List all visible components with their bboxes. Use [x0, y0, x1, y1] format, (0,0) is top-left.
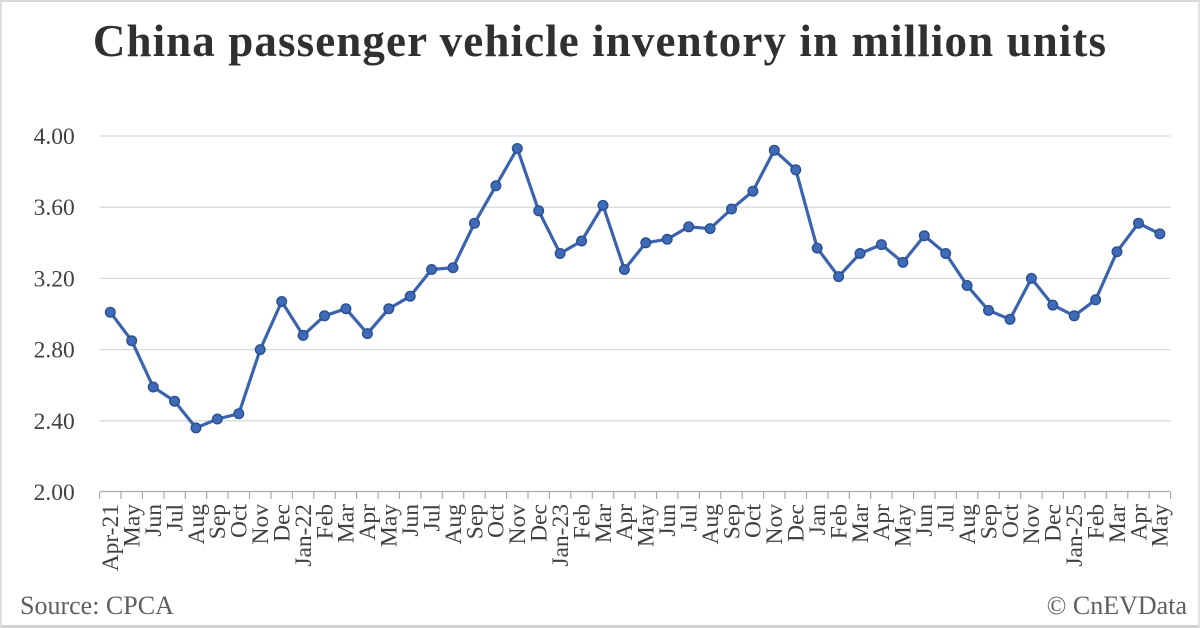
svg-text:Oct: Oct: [998, 504, 1024, 538]
svg-text:Jul: Jul: [677, 504, 703, 532]
svg-text:Oct: Oct: [484, 504, 510, 538]
svg-text:Mar: Mar: [591, 504, 617, 543]
svg-text:Feb: Feb: [826, 504, 852, 539]
svg-text:Jul: Jul: [162, 504, 188, 532]
svg-text:May: May: [377, 504, 403, 547]
svg-text:2.40: 2.40: [34, 409, 75, 435]
svg-text:Jul: Jul: [934, 504, 960, 532]
svg-text:2.00: 2.00: [34, 480, 75, 506]
svg-text:Sep: Sep: [462, 504, 488, 539]
svg-text:Nov: Nov: [248, 504, 274, 545]
svg-text:Sep: Sep: [205, 504, 231, 539]
svg-text:Nov: Nov: [505, 504, 531, 545]
svg-text:Jul: Jul: [419, 504, 445, 532]
svg-text:3.20: 3.20: [34, 266, 75, 292]
svg-text:Jan-25: Jan-25: [1062, 504, 1088, 567]
svg-text:May: May: [120, 504, 146, 547]
svg-text:May: May: [891, 504, 917, 547]
svg-text:Mar: Mar: [334, 504, 360, 543]
svg-text:May: May: [1148, 504, 1174, 547]
svg-text:3.60: 3.60: [34, 195, 75, 221]
svg-text:Oct: Oct: [227, 504, 253, 538]
svg-text:Dec: Dec: [527, 504, 553, 542]
svg-text:Jun: Jun: [655, 504, 681, 537]
svg-text:Nov: Nov: [1019, 504, 1045, 545]
svg-text:Jan-23: Jan-23: [548, 504, 574, 567]
svg-text:Aug: Aug: [698, 504, 724, 545]
svg-text:Apr: Apr: [612, 504, 638, 541]
svg-text:Nov: Nov: [762, 504, 788, 545]
svg-text:Dec: Dec: [784, 504, 810, 542]
svg-text:Aug: Aug: [441, 504, 467, 545]
svg-text:Jun: Jun: [912, 504, 938, 537]
svg-text:Oct: Oct: [741, 504, 767, 538]
svg-text:Aug: Aug: [184, 504, 210, 545]
svg-text:Sep: Sep: [719, 504, 745, 539]
svg-text:Feb: Feb: [312, 504, 338, 539]
svg-text:Dec: Dec: [270, 504, 296, 542]
svg-text:Jun: Jun: [141, 504, 167, 537]
svg-text:Jun: Jun: [398, 504, 424, 537]
svg-text:Aug: Aug: [955, 504, 981, 545]
svg-text:Apr: Apr: [355, 504, 381, 541]
svg-text:Mar: Mar: [848, 504, 874, 543]
svg-text:Jan: Jan: [805, 504, 831, 536]
svg-text:Dec: Dec: [1041, 504, 1067, 542]
svg-text:Apr: Apr: [1126, 504, 1152, 541]
svg-text:4.00: 4.00: [34, 124, 75, 150]
svg-text:May: May: [634, 504, 660, 547]
svg-text:Jan-22: Jan-22: [291, 504, 317, 567]
svg-text:Sep: Sep: [976, 504, 1002, 539]
svg-text:Mar: Mar: [1105, 504, 1131, 543]
svg-text:Feb: Feb: [569, 504, 595, 539]
svg-text:Apr: Apr: [869, 504, 895, 541]
svg-text:Apr-21: Apr-21: [98, 504, 124, 571]
svg-text:2.80: 2.80: [34, 338, 75, 364]
svg-text:Feb: Feb: [1083, 504, 1109, 539]
